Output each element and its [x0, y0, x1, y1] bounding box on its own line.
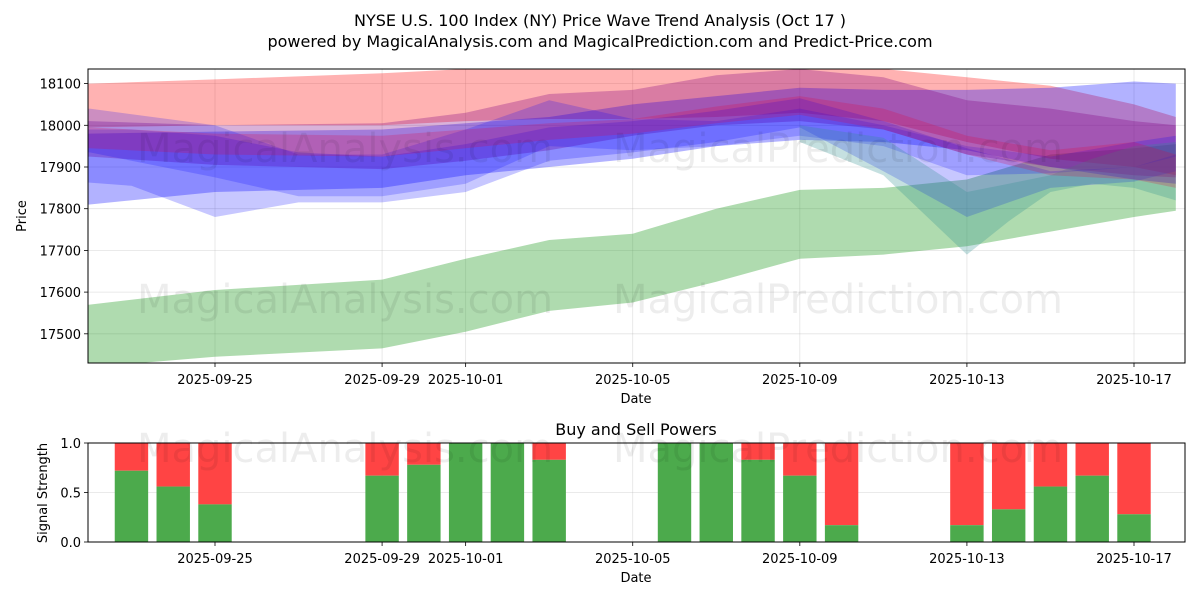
price-y-axis-label: Price	[15, 200, 30, 232]
price-y-tick-label: 18100	[40, 78, 81, 93]
buy-bar	[783, 475, 817, 542]
watermark-prediction-top: MagicalPrediction.com	[613, 126, 1063, 172]
signal-chart: Buy and Sell Powers MagicalAnalysis.com …	[36, 420, 1186, 586]
sell-bar	[156, 443, 190, 487]
buy-bar	[950, 525, 984, 542]
sell-bar	[1117, 443, 1151, 515]
price-y-ticks: 17500 17600 17700 17800 17900 18000 18100	[40, 78, 88, 343]
price-x-tick-label: 2025-10-13	[929, 373, 1005, 388]
price-x-tick-label: 2025-10-01	[428, 373, 504, 388]
price-chart: MagicalAnalysis.com MagicalPrediction.co…	[15, 68, 1186, 407]
buy-bar	[114, 470, 149, 542]
price-y-tick-label: 17900	[40, 161, 81, 176]
chart-subtitle: powered by MagicalAnalysis.com and Magic…	[267, 32, 932, 51]
signal-x-tick-label: 2025-10-01	[428, 552, 504, 567]
buy-bar	[448, 443, 483, 542]
signal-x-ticks: 2025-09-25 2025-09-29 2025-10-01 2025-10-05…	[177, 542, 1172, 567]
buy-bar	[741, 459, 775, 542]
signal-y-tick-label: 1.0	[60, 437, 81, 452]
price-bands	[88, 69, 1176, 363]
red-band-thin	[88, 96, 1176, 188]
price-x-tick-label: 2025-10-17	[1096, 373, 1172, 388]
buy-bar	[657, 443, 692, 542]
teal-band	[799, 125, 1176, 255]
price-watermarks: MagicalAnalysis.com MagicalPrediction.co…	[137, 126, 1063, 323]
sell-bar	[1075, 443, 1109, 476]
price-grid	[88, 69, 1185, 363]
signal-watermarks: MagicalAnalysis.com MagicalPrediction.co…	[137, 426, 1063, 472]
price-y-tick-label: 17700	[40, 244, 81, 259]
buy-bar	[1117, 514, 1151, 542]
signal-bars	[114, 443, 1151, 542]
price-y-tick-label: 18000	[40, 119, 81, 134]
price-x-tick-label: 2025-10-05	[595, 373, 671, 388]
price-plot-frame	[87, 68, 1186, 364]
signal-y-tick-label: 0.5	[60, 487, 81, 502]
red-band-wide	[88, 69, 1176, 176]
signal-x-axis-label: Date	[620, 571, 651, 586]
signal-y-ticks: 0.0 0.5 1.0	[60, 437, 88, 551]
chart-title: NYSE U.S. 100 Index (NY) Price Wave Tren…	[354, 11, 846, 30]
sell-bar	[407, 443, 441, 465]
sell-bar	[532, 443, 566, 460]
buy-bar	[699, 443, 733, 542]
buy-bar	[991, 509, 1026, 542]
price-y-tick-label: 17600	[40, 286, 81, 301]
sell-bar	[741, 443, 775, 460]
buy-bar	[1033, 486, 1068, 542]
price-x-tick-label: 2025-10-09	[762, 373, 838, 388]
buy-bar	[532, 459, 566, 542]
blue-band-mid	[88, 100, 1176, 197]
sell-bar	[991, 443, 1026, 510]
signal-chart-title: Buy and Sell Powers	[555, 420, 717, 439]
buy-bar	[490, 443, 525, 542]
price-x-axis-label: Date	[620, 392, 651, 407]
price-x-tick-label: 2025-09-29	[344, 373, 420, 388]
watermark-analysis-bottom: MagicalAnalysis.com	[137, 426, 553, 472]
buy-bar	[198, 504, 232, 542]
price-x-ticks: 2025-09-25 2025-09-29 2025-10-01 2025-10-05…	[177, 363, 1172, 388]
signal-x-tick-label: 2025-10-09	[762, 552, 838, 567]
green-band	[88, 144, 1176, 363]
buy-bar	[156, 486, 190, 542]
watermark-analysis-top: MagicalAnalysis.com	[137, 126, 553, 172]
sell-bar	[198, 443, 232, 505]
signal-x-tick-label: 2025-09-29	[344, 552, 420, 567]
blue-band-dip	[88, 98, 1176, 217]
signal-x-tick-label: 2025-10-13	[929, 552, 1005, 567]
purple-band	[88, 69, 1176, 178]
buy-bar	[1075, 475, 1109, 542]
watermark-analysis-mid: MagicalAnalysis.com	[137, 277, 553, 323]
signal-y-tick-label: 0.0	[60, 536, 81, 551]
blue-band-wide	[88, 81, 1176, 205]
sell-bar	[1033, 443, 1068, 487]
signal-x-tick-label: 2025-10-17	[1096, 552, 1172, 567]
sell-bar	[114, 443, 149, 471]
watermark-prediction-bottom: MagicalPrediction.com	[613, 426, 1063, 472]
sell-bar	[783, 443, 817, 476]
buy-bar	[824, 525, 859, 542]
signal-y-axis-label: Signal Strength	[36, 443, 51, 543]
price-y-tick-label: 17800	[40, 203, 81, 218]
price-y-tick-label: 17500	[40, 328, 81, 343]
signal-x-tick-label: 2025-10-05	[595, 552, 671, 567]
buy-bar	[407, 464, 441, 542]
sell-bar	[365, 443, 399, 476]
sell-bar	[824, 443, 859, 526]
watermark-prediction-mid: MagicalPrediction.com	[613, 277, 1063, 323]
buy-bar	[365, 475, 399, 542]
sell-bar	[950, 443, 984, 526]
price-x-tick-label: 2025-09-25	[177, 373, 253, 388]
signal-x-tick-label: 2025-09-25	[177, 552, 253, 567]
